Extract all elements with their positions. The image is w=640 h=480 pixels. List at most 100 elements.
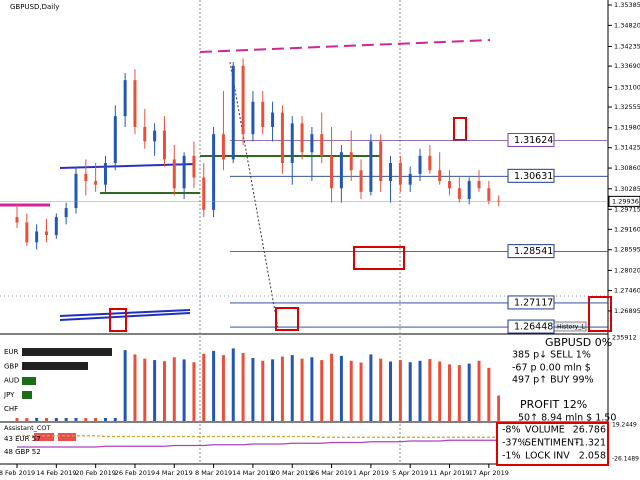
body [487, 188, 491, 201]
layout [0, 0, 612, 465]
strength-bar [22, 377, 36, 385]
body [330, 155, 334, 189]
body [153, 130, 157, 142]
y-tick-label: 19.2449 [612, 422, 637, 429]
body [477, 181, 481, 189]
body [35, 231, 39, 243]
channel-line [59, 163, 196, 169]
body [290, 123, 294, 164]
y-tick-label: 1.31425 [614, 144, 640, 152]
body [349, 152, 353, 171]
body [15, 217, 19, 223]
y-tick-label: -26.1489 [612, 456, 639, 463]
currency-label: GBP [4, 362, 18, 370]
y-tick-label: 1.33100 [614, 83, 640, 91]
volume-bar [349, 360, 353, 421]
volume-bar [300, 358, 304, 421]
currency-label: CHF [4, 405, 18, 413]
y-tick-label: 1.30285 [614, 185, 640, 193]
level-tag [507, 319, 555, 334]
body [94, 181, 98, 185]
volume-bar [261, 360, 265, 421]
body [261, 101, 265, 127]
y-tick-label: 1.32555 [614, 103, 640, 111]
body [64, 208, 68, 218]
y-tick-label: 235912 [612, 333, 637, 341]
cot-bar [58, 433, 76, 441]
volume-bar [330, 353, 334, 421]
body [457, 188, 461, 200]
y-tick-label: 1.28020 [614, 266, 640, 274]
body [84, 173, 88, 182]
x-tick-label: 14 Feb 2019 [36, 469, 76, 477]
history-button-label[interactable]: History_L [557, 324, 585, 331]
level-tag [507, 133, 555, 148]
marker-box [588, 296, 612, 332]
volume-bar [448, 364, 452, 421]
body [143, 126, 147, 142]
marker-box [453, 117, 467, 141]
volume-bar [172, 357, 176, 421]
x-tick-label: 8 Feb 2019 [0, 469, 35, 477]
level-label: 1.31624 [514, 135, 553, 146]
volume-bar [497, 395, 501, 421]
body [448, 181, 452, 189]
volume-bar [271, 359, 275, 421]
info-widget [500, 338, 607, 420]
level-label: 1.30631 [514, 171, 553, 182]
body [271, 112, 275, 127]
volume-bar [320, 360, 324, 421]
body [192, 155, 196, 178]
volume-bar [487, 367, 491, 421]
body [310, 134, 314, 153]
body [438, 170, 442, 182]
legend-entry: 43 EUR 57 [4, 435, 41, 443]
body [241, 65, 245, 135]
volume-bar [369, 354, 373, 421]
body [231, 65, 235, 160]
y-tick-label: 1.26895 [614, 307, 640, 315]
currency-label: JPY [3, 391, 15, 399]
stats-cell: -1.321 [575, 438, 606, 449]
info-lots: 50↑ 8.94 mln $ 1.50 [518, 413, 616, 424]
volume-bar [418, 360, 422, 421]
y-tick-label: 1.34235 [614, 42, 640, 50]
volume-bar [192, 362, 196, 421]
volume-bar [202, 353, 206, 421]
volume-bar [457, 365, 461, 421]
info-profit: PROFIT 12% [520, 398, 587, 411]
info-buy: 497 p↑ BUY 99% [512, 375, 594, 386]
volume-bar [408, 362, 412, 421]
body [300, 123, 304, 153]
currency-label: AUD [4, 377, 19, 385]
stats-box [496, 422, 609, 466]
y-tick-label: 1.27460 [614, 287, 640, 295]
volume-bar [379, 358, 383, 421]
body [123, 80, 127, 117]
body [339, 152, 343, 189]
volume-bar [182, 359, 186, 421]
level-label: 1.27117 [514, 297, 553, 308]
panel-title: Assistant_COT [4, 424, 51, 432]
stats-cell: -37% [502, 438, 527, 449]
volume-bar [310, 357, 314, 421]
x-tick-label: 17 Apr 2019 [469, 469, 509, 477]
y-tick-label: 1.30860 [614, 164, 640, 172]
body [172, 159, 176, 189]
current-price-tag [608, 195, 640, 207]
body [113, 116, 117, 164]
cot-bar [34, 433, 54, 441]
volume-bar [133, 354, 137, 421]
pivot-line [199, 39, 491, 53]
indicator-line [17, 439, 499, 448]
trend-line [229, 61, 279, 329]
chart-title: GBPUSD,Daily [10, 3, 59, 11]
currency-label: EUR [4, 348, 19, 356]
volume-bar [398, 360, 402, 421]
x-tick-label: 8 Mar 2019 [195, 469, 232, 477]
volume-bar [339, 355, 343, 421]
volume-bar [251, 357, 255, 421]
body [74, 173, 78, 209]
level-tag [507, 168, 555, 183]
volume-bar [280, 356, 284, 421]
